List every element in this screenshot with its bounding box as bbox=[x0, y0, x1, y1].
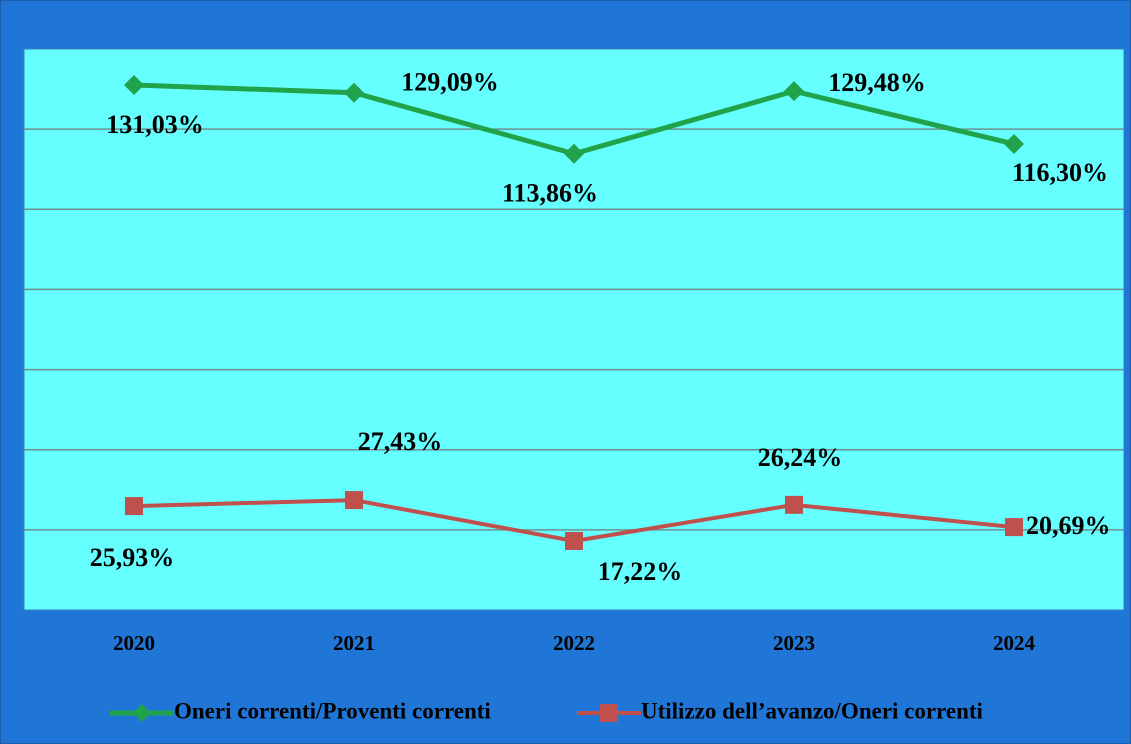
x-tick-label: 2021 bbox=[333, 631, 375, 655]
data-label: 27,43% bbox=[358, 427, 443, 456]
marker bbox=[133, 704, 151, 722]
x-tick-label: 2022 bbox=[553, 631, 595, 655]
marker bbox=[125, 497, 143, 516]
marker bbox=[785, 495, 803, 514]
plot-area bbox=[23, 48, 1125, 611]
legend-label: Utilizzo dell’avanzo/Oneri correnti bbox=[641, 698, 984, 723]
marker bbox=[600, 704, 618, 722]
data-label: 26,24% bbox=[758, 443, 843, 472]
marker bbox=[1004, 133, 1024, 154]
marker bbox=[784, 81, 804, 102]
data-label: 116,30% bbox=[1012, 158, 1108, 187]
marker bbox=[1005, 518, 1023, 537]
data-label: 25,93% bbox=[90, 543, 175, 572]
data-label: 129,09% bbox=[401, 68, 499, 97]
x-tick-label: 2020 bbox=[113, 631, 155, 655]
marker bbox=[565, 531, 583, 550]
x-tick-label: 2023 bbox=[773, 631, 815, 655]
marker bbox=[564, 143, 584, 164]
data-label: 113,86% bbox=[502, 179, 598, 208]
marker bbox=[345, 491, 363, 510]
data-label: 131,03% bbox=[106, 110, 204, 139]
x-tick-label: 2024 bbox=[993, 631, 1036, 655]
data-label: 129,48% bbox=[828, 68, 926, 97]
data-label: 17,22% bbox=[598, 557, 683, 586]
data-label: 20,69% bbox=[1026, 511, 1111, 540]
marker bbox=[344, 82, 364, 103]
marker bbox=[124, 74, 144, 95]
legend-label: Oneri correnti/Proventi correnti bbox=[174, 698, 491, 723]
